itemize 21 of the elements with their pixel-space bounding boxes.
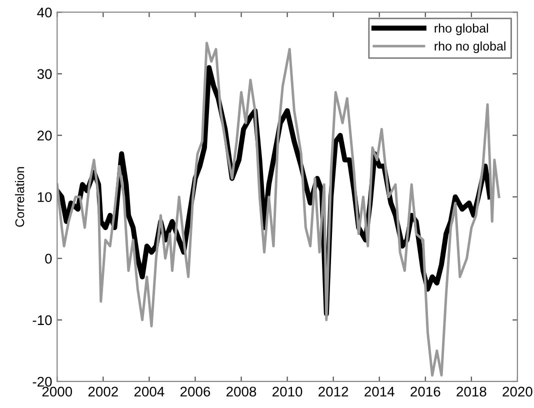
y-tick-label: 20 <box>38 130 52 140</box>
y-tick-label: -20 <box>32 376 52 387</box>
y-tick-label: -10 <box>32 315 52 326</box>
y-tick-label: 10 <box>38 192 52 202</box>
y-axis-title: Correlation <box>14 167 24 227</box>
x-tick-label: 2012 <box>318 386 348 397</box>
x-tick-label: 2002 <box>88 386 118 397</box>
x-tick-label: 2006 <box>180 386 210 397</box>
x-tick-label: 2000 <box>42 386 72 397</box>
y-tick-label: 40 <box>37 8 52 18</box>
x-tick-label: 2020 <box>502 386 532 397</box>
x-tick-label: 2010 <box>272 386 302 397</box>
y-tick-label: 30 <box>37 69 52 79</box>
x-tick-label: 2016 <box>410 386 440 397</box>
y-tick-label: 0 <box>45 254 52 264</box>
legend-label: rho no global <box>434 41 506 54</box>
x-tick-label: 2004 <box>134 386 164 397</box>
x-tick-label: 2018 <box>456 386 486 397</box>
legend-label: rho global <box>434 23 488 36</box>
x-tick-label: 2008 <box>226 386 256 397</box>
x-tick-label: 2014 <box>364 386 394 397</box>
